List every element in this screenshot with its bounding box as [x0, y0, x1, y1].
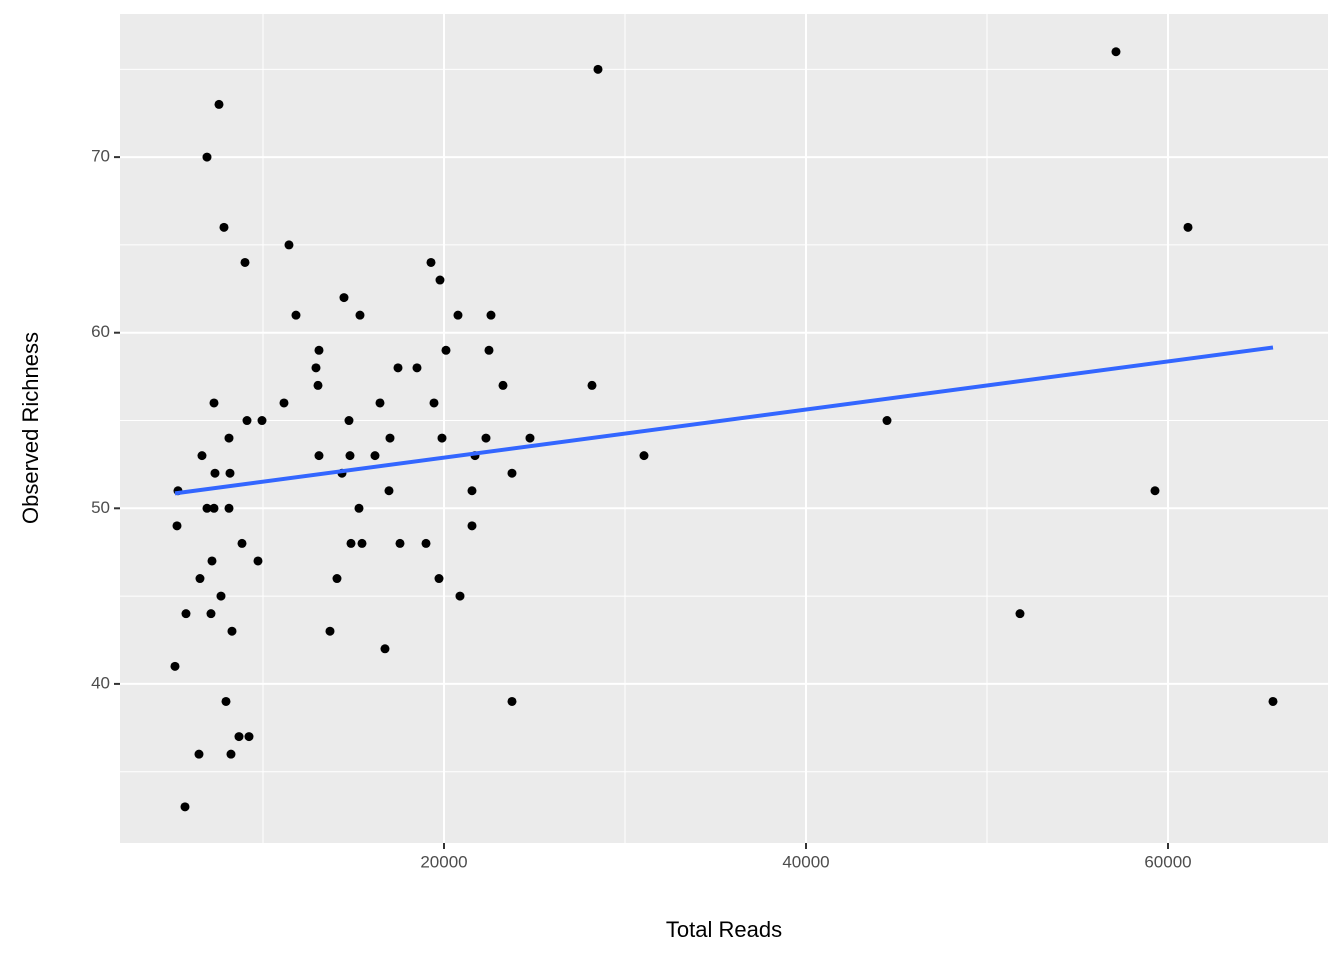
point [253, 556, 263, 566]
point [240, 257, 250, 267]
point [453, 310, 463, 320]
point [224, 503, 234, 513]
point [1015, 609, 1025, 619]
point [314, 451, 324, 461]
panel [120, 14, 1328, 843]
point [279, 398, 289, 408]
point [484, 345, 494, 355]
point [435, 275, 445, 285]
point [181, 609, 191, 619]
point [467, 521, 477, 531]
point [344, 416, 354, 426]
point [1268, 696, 1278, 706]
point [385, 433, 395, 443]
point [639, 451, 649, 461]
point [209, 503, 219, 513]
point [237, 538, 247, 548]
point [225, 468, 235, 478]
point [332, 574, 342, 584]
point [339, 293, 349, 303]
y-tick-label: 60 [91, 322, 110, 341]
point [257, 416, 267, 426]
point [180, 802, 190, 812]
point [421, 538, 431, 548]
point [207, 556, 217, 566]
point [291, 310, 301, 320]
point [395, 538, 405, 548]
point [437, 433, 447, 443]
point [481, 433, 491, 443]
point [354, 503, 364, 513]
x-tick-label: 40000 [782, 852, 829, 871]
x-axis-title: Total Reads [666, 917, 782, 942]
x-tick-label: 20000 [420, 852, 467, 871]
point [313, 380, 323, 390]
point [882, 416, 892, 426]
point [486, 310, 496, 320]
point [314, 345, 324, 355]
point [311, 363, 321, 373]
point [224, 433, 234, 443]
point [370, 451, 380, 461]
point [507, 696, 517, 706]
point [345, 451, 355, 461]
point [380, 644, 390, 654]
x-tick-label: 60000 [1144, 852, 1191, 871]
point [194, 749, 204, 759]
point [242, 416, 252, 426]
point [170, 661, 180, 671]
point [219, 222, 229, 232]
point [202, 152, 212, 162]
y-tick-label: 70 [91, 147, 110, 166]
point [1150, 486, 1160, 496]
point [355, 310, 365, 320]
y-axis-title: Observed Richness [18, 332, 43, 524]
point [593, 64, 603, 74]
point [587, 380, 597, 390]
y-tick-label: 40 [91, 673, 110, 692]
point [441, 345, 451, 355]
point [467, 486, 477, 496]
point [412, 363, 422, 373]
point [498, 380, 508, 390]
point [206, 609, 216, 619]
point [426, 257, 436, 267]
point [195, 574, 205, 584]
point [384, 486, 394, 496]
point [244, 732, 254, 742]
point [226, 749, 236, 759]
point [172, 521, 182, 531]
point [202, 503, 212, 513]
point [216, 591, 226, 601]
point [227, 626, 237, 636]
point [209, 398, 219, 408]
point [375, 398, 385, 408]
point [357, 538, 367, 548]
point [221, 696, 231, 706]
point [429, 398, 439, 408]
point [1183, 222, 1193, 232]
point [214, 99, 224, 109]
point [1111, 47, 1121, 57]
point [393, 363, 403, 373]
point [325, 626, 335, 636]
point [284, 240, 294, 250]
point [455, 591, 465, 601]
point [210, 468, 220, 478]
y-tick-label: 50 [91, 498, 110, 517]
point [507, 468, 517, 478]
point [434, 574, 444, 584]
point [197, 451, 207, 461]
point [525, 433, 535, 443]
point [234, 732, 244, 742]
point [346, 538, 356, 548]
trend-line [174, 345, 1274, 496]
